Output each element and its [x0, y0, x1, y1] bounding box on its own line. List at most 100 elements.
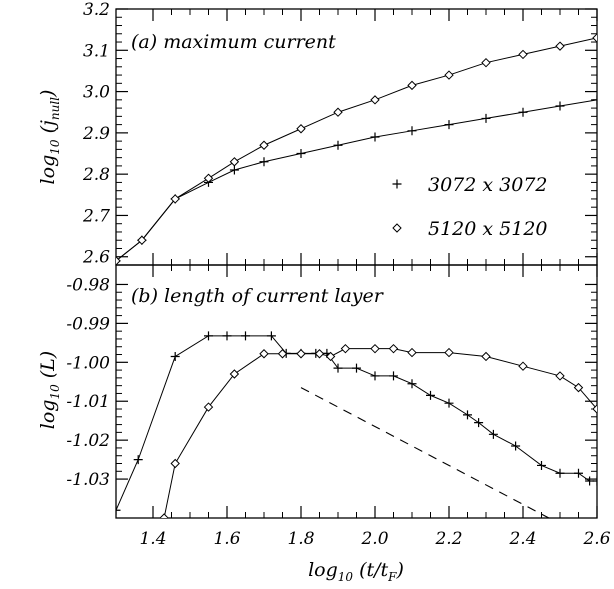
- panel-b-ticks: [116, 265, 598, 518]
- data-point-diamond: [229, 369, 240, 379]
- data-point-plus: [296, 149, 306, 159]
- data-point-diamond: [518, 361, 528, 371]
- ytick-label: -0.98: [66, 275, 110, 295]
- data-point-diamond: [229, 157, 240, 167]
- panel-b: -0.98 -0.99 -1.00 -1.01 -1.02 -1.03 1.4 1.6 1.8…: [37, 264, 611, 584]
- data-point-plus: [352, 363, 361, 373]
- data-point-diamond: [170, 194, 180, 204]
- data-point-diamond: [444, 347, 454, 358]
- data-point-diamond: [333, 107, 343, 117]
- data-point-plus: [474, 418, 484, 428]
- data-point-diamond: [116, 256, 121, 265]
- series-line-0: [116, 335, 597, 511]
- panel-a-series: [116, 33, 597, 265]
- data-point-diamond: [592, 33, 597, 43]
- xtick-label: 1.8: [287, 529, 314, 549]
- data-point-plus: [133, 455, 143, 465]
- data-point-plus: [229, 165, 239, 175]
- series-group: [116, 33, 597, 265]
- data-point-plus: [511, 441, 521, 451]
- data-point-plus: [170, 351, 180, 361]
- data-point-plus: [389, 371, 398, 381]
- data-point-diamond: [555, 371, 565, 381]
- data-point-diamond: [259, 349, 269, 359]
- data-point-diamond: [518, 49, 528, 60]
- panel-b-series: [116, 331, 597, 518]
- data-point-diamond: [325, 351, 336, 362]
- legend-plus-symbol: [392, 179, 402, 189]
- data-point-plus: [488, 429, 498, 439]
- legend-label-5120: 5120 x 5120: [428, 218, 548, 240]
- data-point-plus: [266, 331, 276, 341]
- data-point-diamond: [259, 140, 269, 150]
- data-point-diamond: [388, 343, 399, 354]
- data-point-diamond: [314, 349, 325, 359]
- data-point-plus: [426, 390, 435, 400]
- legend-marker-diamond: [392, 223, 402, 233]
- panel-a-ticks: [116, 8, 598, 265]
- data-point-diamond: [277, 349, 288, 359]
- data-point-diamond: [444, 70, 454, 80]
- data-point-plus: [463, 410, 472, 420]
- data-point-diamond: [296, 124, 306, 134]
- data-point-plus: [555, 101, 565, 111]
- ytick-label: 2.8: [82, 165, 110, 185]
- data-point-diamond: [203, 173, 214, 183]
- legend-label-3072: 3072 x 3072: [428, 174, 548, 196]
- panel-b-label: (b) length of current layer: [131, 285, 385, 307]
- ytick-label: 2.7: [82, 206, 110, 226]
- data-point-plus: [555, 468, 565, 478]
- panel-a-ytick-labels: 2.6 2.7 2.8 2.9 3.0 3.1 3.2: [82, 0, 110, 268]
- legend-marker-plus: [392, 179, 402, 189]
- data-point-diamond: [481, 351, 491, 362]
- data-point-diamond: [481, 57, 491, 68]
- panel-b-ylabel: log10 (L): [37, 351, 62, 429]
- data-point-diamond: [159, 513, 169, 518]
- data-point-plus: [370, 132, 380, 142]
- ytick-label: -1.02: [66, 431, 110, 451]
- data-point-plus: [592, 476, 597, 486]
- data-point-diamond: [296, 349, 306, 359]
- data-point-diamond: [407, 80, 417, 91]
- data-point-plus: [333, 363, 343, 373]
- data-point-plus: [407, 126, 417, 136]
- data-point-diamond: [137, 235, 147, 245]
- series-line-2: [300, 387, 550, 518]
- data-point-plus: [222, 331, 232, 341]
- data-point-diamond: [573, 382, 584, 393]
- data-point-diamond: [407, 347, 417, 358]
- xtick-label: 2.0: [360, 529, 388, 549]
- panel-b-xtick-labels: 1.4 1.6 1.8 2.0 2.2 2.4 2.6: [139, 529, 610, 549]
- xtick-label: 2.2: [434, 529, 462, 549]
- xtick-label: 2.6: [582, 529, 610, 549]
- data-point-plus: [481, 113, 491, 123]
- data-point-diamond: [170, 458, 180, 469]
- panel-b-xlabel: log10 (t/tF): [308, 559, 404, 584]
- data-point-plus: [116, 505, 121, 515]
- data-point-plus: [259, 157, 269, 167]
- data-point-diamond: [370, 95, 380, 105]
- panel-a-label: (a) maximum current: [131, 31, 336, 53]
- xtick-label: 1.6: [213, 529, 240, 549]
- series-group: [116, 331, 597, 518]
- data-point-plus: [444, 398, 454, 408]
- ytick-label: 2.9: [82, 124, 110, 144]
- series-line-1: [163, 348, 597, 518]
- ytick-label: -1.00: [66, 353, 110, 373]
- data-point-plus: [574, 468, 583, 478]
- legend: 3072 x 3072 5120 x 5120: [392, 174, 548, 240]
- data-point-diamond: [370, 343, 380, 354]
- data-point-diamond: [592, 404, 597, 414]
- data-point-plus: [333, 140, 343, 150]
- xtick-label: 1.4: [139, 529, 166, 549]
- panel-a: 2.6 2.7 2.8 2.9 3.0 3.1 3.2 (a) maximum curren…: [37, 0, 598, 268]
- ytick-label: 3.1: [83, 41, 110, 61]
- ytick-label: -0.99: [66, 314, 110, 334]
- ytick-label: 3.0: [83, 83, 110, 103]
- legend-diamond-symbol: [392, 223, 402, 233]
- data-point-plus: [518, 107, 528, 117]
- ytick-label: 2.6: [82, 248, 110, 268]
- data-point-plus: [407, 379, 417, 389]
- panel-b-ytick-labels: -0.98 -0.99 -1.00 -1.01 -1.02 -1.03: [66, 275, 110, 490]
